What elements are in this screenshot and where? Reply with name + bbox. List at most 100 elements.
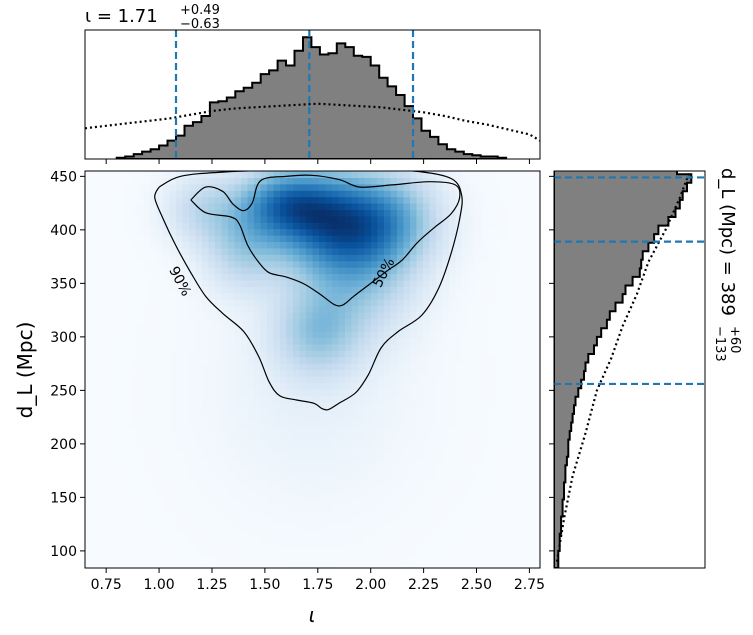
heatmap-cell xyxy=(312,503,320,511)
heatmap-cell xyxy=(254,497,262,505)
heatmap-cell xyxy=(449,196,457,204)
heatmap-cell xyxy=(247,337,255,345)
heatmap-cell xyxy=(475,215,483,223)
heatmap-cell xyxy=(91,516,99,524)
heatmap-cell xyxy=(332,337,340,345)
heatmap-cell xyxy=(442,484,450,492)
heatmap-cell xyxy=(111,350,119,358)
heatmap-cell xyxy=(527,510,535,518)
heatmap-cell xyxy=(436,279,444,287)
heatmap-cell xyxy=(176,548,184,556)
heatmap-cell xyxy=(455,484,463,492)
heatmap-cell xyxy=(137,484,145,492)
heatmap-cell xyxy=(390,433,398,441)
heatmap-cell xyxy=(520,247,528,255)
heatmap-cell xyxy=(488,260,496,268)
heatmap-cell xyxy=(403,318,411,326)
heatmap-cell xyxy=(468,375,476,383)
heatmap-cell xyxy=(117,452,125,460)
heatmap-cell xyxy=(377,183,385,191)
heatmap-cell xyxy=(345,529,353,537)
heatmap-cell xyxy=(319,414,327,422)
heatmap-cell xyxy=(117,183,125,191)
heatmap-cell xyxy=(475,203,483,211)
heatmap-cell xyxy=(85,459,93,467)
heatmap-cell xyxy=(202,446,210,454)
heatmap-cell xyxy=(85,471,93,479)
heatmap-cell xyxy=(306,254,314,262)
heatmap-cell xyxy=(208,228,216,236)
heatmap-cell xyxy=(143,529,151,537)
heatmap-cell xyxy=(156,190,164,198)
right-title-main: d_L (Mpc) = 389 xyxy=(717,168,738,316)
heatmap-cell xyxy=(228,427,236,435)
heatmap-cell xyxy=(280,305,288,313)
heatmap-cell xyxy=(533,471,540,479)
heatmap-cell xyxy=(423,491,431,499)
heatmap-cell xyxy=(234,343,242,351)
heatmap-cell xyxy=(137,535,145,543)
heatmap-cell xyxy=(332,503,340,511)
heatmap-cell xyxy=(293,343,301,351)
heatmap-cell xyxy=(416,273,424,281)
heatmap-cell xyxy=(143,484,151,492)
heatmap-cell xyxy=(260,209,268,217)
heatmap-cell xyxy=(221,459,229,467)
heatmap-cell xyxy=(104,299,112,307)
heatmap-cell xyxy=(423,171,431,178)
heatmap-cell xyxy=(306,478,314,486)
heatmap-cell xyxy=(299,459,307,467)
heatmap-cell xyxy=(429,497,437,505)
heatmap-cell xyxy=(221,247,229,255)
heatmap-cell xyxy=(481,196,489,204)
heatmap-cell xyxy=(319,561,327,568)
heatmap-cell xyxy=(221,222,229,230)
heatmap-cell xyxy=(306,433,314,441)
heatmap-cell xyxy=(533,555,540,563)
heatmap-cell xyxy=(280,324,288,332)
heatmap-cell xyxy=(332,209,340,217)
heatmap-cell xyxy=(403,254,411,262)
heatmap-cell xyxy=(202,279,210,287)
heatmap-cell xyxy=(124,215,132,223)
heatmap-cell xyxy=(462,311,470,319)
heatmap-cell xyxy=(156,452,164,460)
heatmap-cell xyxy=(208,203,216,211)
heatmap-cell xyxy=(429,356,437,364)
heatmap-cell xyxy=(182,203,190,211)
heatmap-cell xyxy=(260,446,268,454)
heatmap-cell xyxy=(507,516,515,524)
heatmap-cell xyxy=(247,427,255,435)
heatmap-cell xyxy=(241,535,249,543)
heatmap-cell xyxy=(156,503,164,511)
heatmap-cell xyxy=(533,414,540,422)
heatmap-cell xyxy=(377,452,385,460)
heatmap-cell xyxy=(338,484,346,492)
heatmap-cell xyxy=(124,446,132,454)
heatmap-cell xyxy=(195,420,203,428)
heatmap-cell xyxy=(130,459,138,467)
heatmap-cell xyxy=(449,177,457,185)
heatmap-cell xyxy=(507,433,515,441)
heatmap-cell xyxy=(403,388,411,396)
heatmap-cell xyxy=(98,286,106,294)
heatmap-cell xyxy=(455,177,463,185)
heatmap-cell xyxy=(163,235,171,243)
heatmap-cell xyxy=(234,356,242,364)
heatmap-cell xyxy=(423,254,431,262)
heatmap-cell xyxy=(306,222,314,230)
heatmap-cell xyxy=(384,235,392,243)
heatmap-cell xyxy=(468,516,476,524)
heatmap-cell xyxy=(241,452,249,460)
heatmap-cell xyxy=(507,471,515,479)
heatmap-cell xyxy=(338,503,346,511)
heatmap-cell xyxy=(332,241,340,249)
heatmap-cell xyxy=(494,343,502,351)
heatmap-cell xyxy=(104,471,112,479)
heatmap-cell xyxy=(124,299,132,307)
heatmap-cell xyxy=(221,542,229,550)
heatmap-cell xyxy=(377,247,385,255)
heatmap-cell xyxy=(507,439,515,447)
heatmap-cell xyxy=(306,427,314,435)
heatmap-cell xyxy=(436,324,444,332)
